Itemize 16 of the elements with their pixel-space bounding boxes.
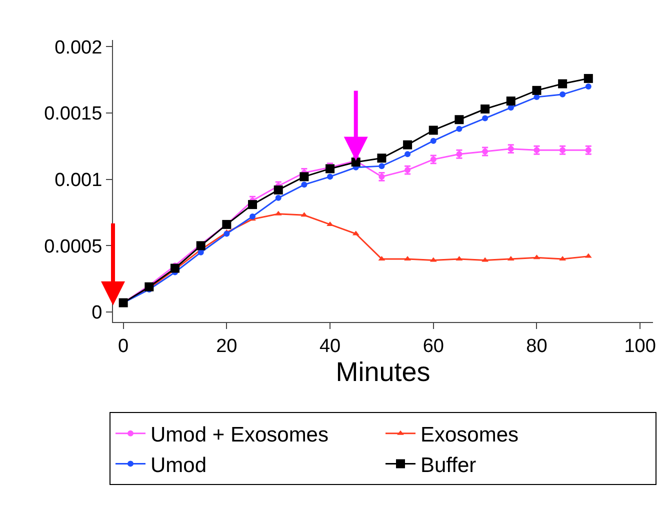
x-tick-label: 100 bbox=[624, 336, 656, 357]
x-tick-label: 0 bbox=[118, 336, 129, 357]
legend-label: Exosomes bbox=[420, 424, 519, 447]
x-tick-label: 40 bbox=[319, 336, 341, 357]
x-tick-label: 80 bbox=[526, 336, 548, 357]
y-tick-label: 0.002 bbox=[54, 37, 102, 58]
y-tick-label: 0.0005 bbox=[44, 236, 102, 258]
legend-label: Umod bbox=[150, 454, 207, 477]
y-tick-label: 0.001 bbox=[54, 170, 102, 191]
x-axis-title: Minutes bbox=[336, 356, 430, 387]
y-tick-label: 0.0015 bbox=[44, 104, 102, 125]
legend-label: Umod + Exosomes bbox=[150, 424, 328, 447]
legend-label: Buffer bbox=[420, 454, 476, 477]
x-tick-label: 60 bbox=[422, 336, 444, 357]
y-tick-label: 0 bbox=[92, 302, 102, 324]
x-tick-label: 20 bbox=[216, 336, 238, 357]
